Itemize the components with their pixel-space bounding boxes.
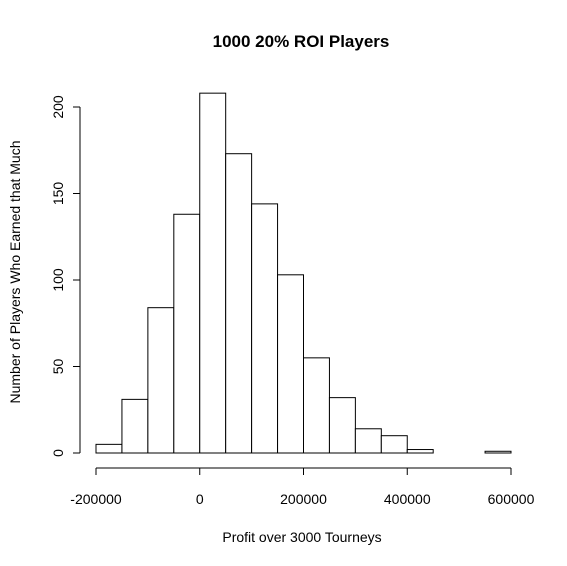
y-tick-label: 0 xyxy=(50,449,66,457)
histogram-bar xyxy=(173,213,201,454)
y-axis: 0 50 100 150 200 xyxy=(50,95,81,457)
histogram-bar xyxy=(406,449,434,454)
x-tick-label: 0 xyxy=(196,491,204,507)
histogram-bar xyxy=(225,153,253,454)
histogram-bar xyxy=(199,92,227,454)
chart-title: 1000 20% ROI Players xyxy=(213,32,390,51)
x-axis: -200000 0 200000 400000 600000 xyxy=(70,467,535,507)
histogram-bar xyxy=(95,443,123,454)
x-tick-label: 600000 xyxy=(488,491,535,507)
histogram-bar xyxy=(277,274,304,454)
y-tick-label: 50 xyxy=(50,359,66,375)
x-tick-label: 200000 xyxy=(280,491,327,507)
histogram-bar xyxy=(354,428,382,454)
y-tick-label: 200 xyxy=(50,95,66,119)
histogram-bar xyxy=(121,398,149,454)
histogram-bar xyxy=(303,357,330,454)
y-tick-label: 150 xyxy=(50,182,66,206)
x-axis-label: Profit over 3000 Tourneys xyxy=(222,529,381,545)
histogram-bar xyxy=(147,307,175,454)
y-axis-label: Number of Players Who Earned that Much xyxy=(7,140,23,403)
histogram-bar xyxy=(380,435,408,454)
bars-group xyxy=(95,92,512,454)
x-tick-label: -200000 xyxy=(70,491,122,507)
histogram-bar xyxy=(328,397,356,454)
y-tick-label: 100 xyxy=(50,268,66,292)
x-tick-label: 400000 xyxy=(384,491,431,507)
histogram-bar xyxy=(251,203,279,454)
histogram-bar xyxy=(484,450,512,454)
